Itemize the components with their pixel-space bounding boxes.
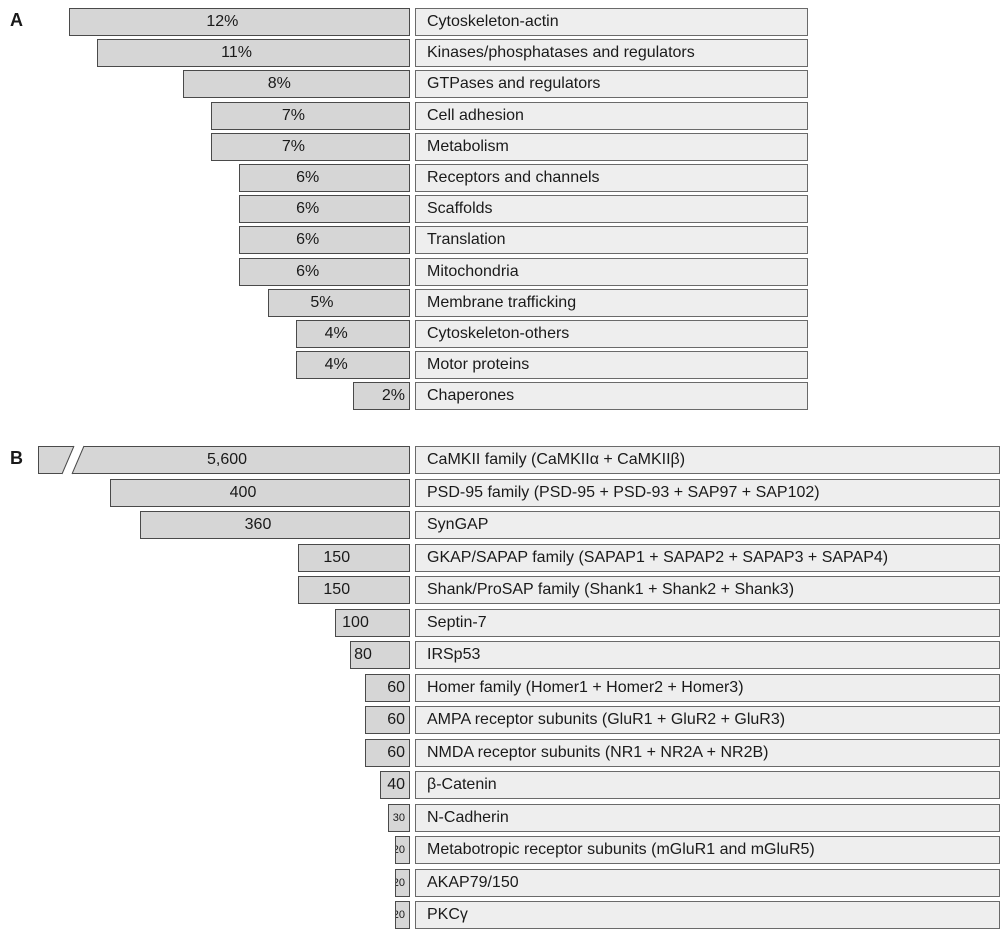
bar-value-label: 360 — [244, 516, 272, 533]
bar-value-label: 7% — [281, 137, 306, 155]
bar-value-label: 20 — [396, 876, 405, 889]
bar-b-2: 360 — [140, 511, 410, 539]
bar-a-8: 6% — [239, 257, 410, 286]
category-label: Septin-7 — [415, 608, 1000, 637]
category-label: Cell adhesion — [415, 101, 808, 130]
bar-a-5: 6% — [239, 164, 410, 192]
bar-value-label: 20 — [396, 909, 405, 921]
bar-value-label: 6% — [296, 231, 320, 249]
category-label: Metabotropic receptor subunits (mGluR1 a… — [415, 836, 1000, 864]
category-label: Scaffolds — [415, 195, 808, 224]
bar-b-9: 60 — [365, 738, 410, 767]
bar-value-label: 150 — [323, 548, 351, 566]
bar-b-4: 150 — [297, 576, 410, 604]
category-label: AMPA receptor subunits (GluR1 + GluR2 + … — [415, 706, 1000, 734]
bar-b-11: 30 — [387, 803, 410, 832]
bar-value-label: 400 — [229, 483, 257, 501]
category-label: Homer family (Homer1 + Homer2 + Homer3) — [415, 673, 1000, 702]
bar-b-0: 5,600 — [38, 446, 410, 474]
bar-a-9: 5% — [267, 288, 410, 317]
category-label: Kinases/phosphatases and regulators — [415, 39, 808, 68]
bar-value-label: 12% — [206, 13, 239, 30]
bar-b-14: 20 — [395, 901, 410, 929]
bar-value-label: 2% — [381, 387, 405, 405]
bar-value-label: 5% — [310, 293, 334, 311]
bar-value-label: 7% — [281, 106, 306, 124]
bar-value-label: 80 — [354, 646, 372, 663]
bar-a-7: 6% — [239, 226, 410, 255]
category-label: PKCγ — [415, 901, 1000, 929]
category-label: CaMKII family (CaMKIIα + CaMKIIβ) — [415, 446, 1000, 474]
category-label: GTPases and regulators — [415, 70, 808, 99]
bar-value-label: 6% — [296, 262, 320, 280]
bar-value-label: 30 — [392, 811, 405, 824]
bar-b-3: 150 — [297, 543, 410, 572]
category-label: N-Cadherin — [415, 803, 1000, 832]
bar-b-5: 100 — [335, 608, 410, 637]
panel-a-letter: A — [10, 10, 23, 30]
category-label: GKAP/SAPAP family (SAPAP1 + SAPAP2 + SAP… — [415, 543, 1000, 572]
bar-value-label: 60 — [387, 711, 405, 728]
category-label: Chaperones — [415, 382, 808, 411]
category-label: Cytoskeleton-others — [415, 320, 808, 348]
category-label: Cytoskeleton-actin — [415, 8, 808, 36]
bar-value-label: 5,600 — [206, 451, 248, 468]
bar-b-12: 20 — [395, 836, 410, 864]
bar-value-label: 6% — [296, 169, 320, 186]
bar-value-label: 8% — [267, 75, 291, 93]
category-label: Receptors and channels — [415, 164, 808, 192]
bar-a-11: 4% — [296, 351, 410, 380]
bar-a-0: 12% — [68, 8, 410, 36]
category-label: Translation — [415, 226, 808, 255]
bar-b-7: 60 — [365, 673, 410, 702]
bar-value-label: 60 — [387, 743, 405, 761]
bar-b-1: 400 — [110, 478, 410, 507]
bar-b-13: 20 — [395, 868, 410, 897]
bar-b-8: 60 — [365, 706, 410, 734]
category-label: IRSp53 — [415, 641, 1000, 669]
category-label: Metabolism — [415, 132, 808, 161]
bar-value-label: 40 — [387, 776, 405, 793]
category-label: PSD-95 family (PSD-95 + PSD-93 + SAP97 +… — [415, 478, 1000, 507]
bar-a-1: 11% — [97, 39, 410, 68]
bar-b-6: 80 — [350, 641, 410, 669]
category-label: Membrane trafficking — [415, 288, 808, 317]
bar-a-4: 7% — [210, 132, 410, 161]
category-label: Shank/ProSAP family (Shank1 + Shank2 + S… — [415, 576, 1000, 604]
axis-break-marker — [61, 445, 85, 475]
bar-a-10: 4% — [296, 320, 410, 348]
bar-a-2: 8% — [182, 70, 410, 99]
panel-b-letter: B — [10, 448, 23, 468]
bar-value-label: 11% — [221, 44, 253, 62]
category-label: SynGAP — [415, 511, 1000, 539]
category-label: NMDA receptor subunits (NR1 + NR2A + NR2… — [415, 738, 1000, 767]
bar-b-10: 40 — [380, 771, 410, 799]
bar-a-3: 7% — [210, 101, 410, 130]
bar-value-label: 100 — [342, 613, 369, 631]
bar-a-6: 6% — [239, 195, 410, 224]
bar-value-label: 150 — [323, 581, 351, 598]
bar-value-label: 4% — [324, 356, 348, 374]
bar-value-label: 4% — [324, 325, 348, 342]
category-label: Mitochondria — [415, 257, 808, 286]
bar-value-label: 6% — [296, 200, 320, 218]
category-label: AKAP79/150 — [415, 868, 1000, 897]
bar-value-label: 60 — [387, 678, 405, 696]
category-label: β-Catenin — [415, 771, 1000, 799]
bar-value-label: 20 — [396, 844, 405, 856]
category-label: Motor proteins — [415, 351, 808, 380]
bar-a-12: 2% — [353, 382, 410, 411]
